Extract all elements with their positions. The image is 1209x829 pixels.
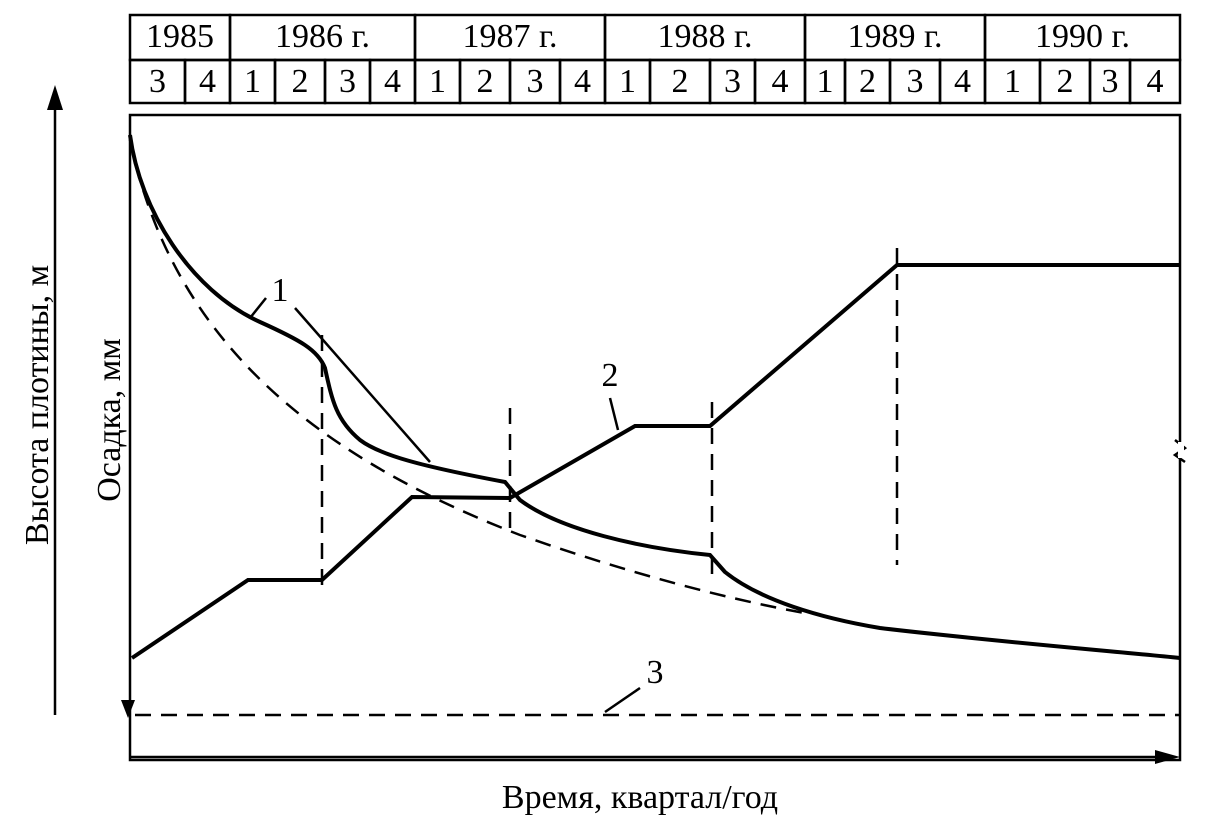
break-gap [1178,442,1184,458]
leader [249,297,267,319]
axis-title: Высота плотины, м [19,265,56,545]
quarter-cell [1128,58,1182,105]
curve-label: 2 [602,357,619,394]
quarter-label: 1 [429,63,446,100]
curve-settlement [128,134,1181,660]
arrow [1155,750,1180,764]
quarter-label: 4 [954,63,971,100]
quarter-label: 4 [199,63,216,100]
time-header: 1985 1986 г. 1987 г. 1988 г. 1989 г. 1990 г. 3… [128,13,1182,105]
quarter-label: 4 [772,63,789,100]
quarter-label: 1 [244,63,261,100]
quarter-label: 4 [574,63,591,100]
quarter-label: 3 [527,63,544,100]
axis-title: Время, квартал/год [502,779,778,816]
quarter-label: 2 [477,63,494,100]
quarter-label: 2 [859,63,876,100]
leader [294,307,431,463]
quarter-label: 3 [339,63,356,100]
quarter-label: 3 [1102,63,1119,100]
quarter-label: 1 [817,63,834,100]
year-label: 1985 [146,18,214,55]
quarter-label: 3 [149,63,166,100]
quarter-label: 3 [724,63,741,100]
plot-frame [128,113,1182,762]
axis-title: Осадка, мм [91,338,128,502]
leader [608,397,620,431]
year-label: 1990 г. [1035,18,1130,55]
year-label: 1987 г. [462,18,557,55]
curve-label: 1 [272,272,289,309]
quarter-label: 2 [292,63,309,100]
curve-settlement-dashed [128,139,811,616]
quarter-label: 3 [907,63,924,100]
year-label: 1986 г. [275,18,370,55]
leader [604,686,641,714]
arrow [47,85,63,110]
quarter-label: 2 [672,63,689,100]
curve-height [130,263,1180,660]
quarter-label: 2 [1057,63,1074,100]
quarter-label: 4 [384,63,401,100]
quarter-label: 4 [1147,63,1164,100]
curve-label: 3 [647,654,664,691]
year-label: 1988 г. [657,18,752,55]
year-label: 1989 г. [847,18,942,55]
arrow [121,700,135,718]
quarter-label: 1 [1004,63,1021,100]
quarter-label: 1 [619,63,636,100]
